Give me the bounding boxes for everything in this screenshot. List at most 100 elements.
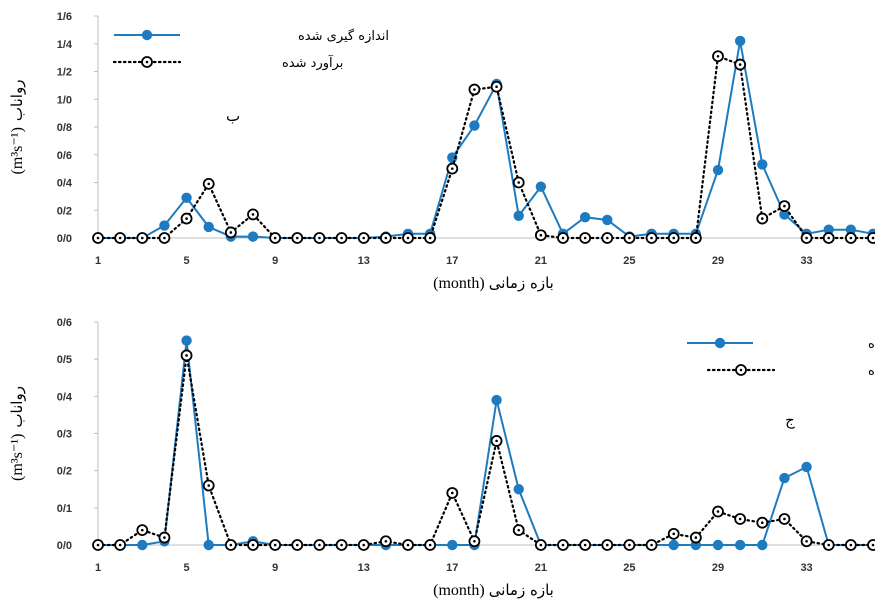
x-tick-label: 21 — [535, 255, 547, 267]
x-tick-label: 1 — [95, 255, 101, 267]
estimated-point-dot — [340, 543, 343, 547]
x-tick-label: 29 — [712, 255, 724, 267]
legend-label: اندازه گیری شده — [298, 28, 389, 44]
estimated-point-dot — [827, 543, 831, 547]
estimated-point-dot — [118, 543, 122, 547]
x-axis-title-text: بازه زمانی — [489, 581, 554, 599]
estimated-point-dot — [716, 510, 720, 513]
estimated-point-dot — [473, 88, 476, 91]
estimated-point-dot — [273, 543, 277, 547]
estimated-point-dot — [650, 236, 653, 240]
x-tick-label: 5 — [184, 562, 190, 574]
estimated-point-dot — [805, 236, 808, 240]
y-tick-label: 0/0 — [57, 233, 72, 245]
estimated-point-dot — [583, 236, 587, 240]
measured-line — [98, 340, 873, 546]
estimated-point-dot — [783, 517, 786, 521]
y-axis-title-text: رواناب — [8, 386, 26, 428]
estimated-point-dot — [605, 543, 609, 547]
legend-estimated-marker-dot — [145, 60, 149, 64]
x-axis-title-unit: (month) — [433, 582, 485, 599]
measured-point — [181, 192, 192, 203]
measured-point — [203, 539, 214, 551]
estimated-point-dot — [229, 231, 233, 234]
series-estimated — [92, 50, 875, 244]
y-tick-label: 0/4 — [57, 178, 73, 190]
estimated-point-dot — [340, 236, 343, 240]
estimated-point-ring — [867, 232, 875, 244]
estimated-point-dot — [406, 236, 410, 240]
series-measured — [92, 335, 875, 551]
estimated-point-dot — [318, 236, 321, 240]
estimated-point-dot — [605, 236, 609, 240]
estimated-point-dot — [672, 236, 676, 240]
x-tick-label: 13 — [358, 562, 370, 574]
estimated-point-dot — [694, 536, 698, 539]
y-axis-title-unit: (m³s⁻¹) — [9, 127, 26, 174]
series-estimated — [92, 349, 875, 551]
estimated-point-dot — [760, 217, 764, 220]
measured-point — [247, 231, 259, 242]
estimated-line — [96, 54, 875, 240]
estimated-point-dot — [561, 543, 565, 547]
measured-point — [513, 210, 524, 221]
estimated-point-dot — [539, 233, 543, 237]
y-tick-label: 1/4 — [57, 39, 73, 51]
measured-point — [602, 214, 613, 226]
legend-label: برآورد شده — [282, 54, 343, 71]
measured-point — [712, 164, 724, 176]
measured-point — [757, 159, 768, 170]
x-tick-label: 17 — [446, 562, 458, 574]
x-tick-label: 25 — [623, 255, 635, 267]
estimated-point-dot — [495, 85, 498, 89]
estimated-line — [96, 355, 875, 547]
legend-estimated-marker-dot — [739, 368, 743, 372]
measured-line — [98, 40, 874, 239]
legend: اندازه گیری شده برآورد شده — [112, 28, 389, 71]
estimated-point-dot — [295, 543, 299, 547]
measured-point — [668, 539, 679, 551]
estimated-point-dot — [251, 213, 255, 216]
x-tick-label: 9 — [272, 562, 278, 574]
x-tick-label: 25 — [623, 562, 635, 574]
estimated-point-dot — [362, 236, 366, 240]
y-axis-title: (m³s⁻¹) رواناب — [8, 386, 26, 481]
chart-panel-2: 0/0 0/1 0/2 0/3 0/4 0/5 0/6 1 5 9 13 17 21 25 29 33 (mon… — [8, 317, 875, 599]
series-measured — [92, 35, 875, 244]
estimated-point-dot — [760, 521, 764, 524]
estimated-point-dot — [694, 236, 698, 240]
x-tick-label: 17 — [446, 255, 458, 267]
y-axis-title-text: رواناب — [8, 80, 26, 122]
estimated-point-dot — [450, 491, 454, 495]
x-axis-title: (month) بازه زمانی — [433, 274, 554, 292]
y-tick-label: 0/0 — [57, 540, 72, 552]
measured-point — [734, 539, 746, 551]
estimated-point-dot — [473, 539, 476, 543]
y-tick-label: 0/4 — [57, 391, 73, 403]
estimated-point-ring — [867, 539, 875, 551]
measured-point — [469, 120, 480, 131]
estimated-point-dot — [251, 543, 255, 547]
estimated-point-dot — [628, 236, 631, 240]
measured-point — [447, 539, 458, 551]
estimated-point-dot — [871, 236, 875, 240]
estimated-point-dot — [561, 236, 565, 240]
y-tick-label: 1/0 — [57, 94, 72, 106]
measured-point — [823, 224, 834, 235]
y-tick-label: 0/8 — [57, 122, 72, 134]
y-tick-label: 0/2 — [57, 466, 72, 478]
y-tick-label: 1/2 — [57, 67, 72, 79]
chart-panel-1: 0/0 0/2 0/4 0/6 0/8 1/0 1/2 1/4 1/6 1 5 9 13 17 21 25 29… — [8, 11, 875, 292]
measured-point — [447, 152, 458, 163]
x-tick-label: 33 — [800, 562, 812, 574]
legend-measured-marker — [141, 29, 153, 41]
estimated-point-dot — [207, 182, 211, 186]
x-tick-label: 1 — [95, 562, 101, 574]
measured-point — [203, 221, 214, 233]
panel-letter: ج — [785, 411, 795, 430]
estimated-point-dot — [450, 167, 454, 170]
y-axis-title-unit: (m³s⁻¹) — [9, 434, 26, 481]
measured-point — [513, 484, 524, 495]
estimated-point-dot — [849, 236, 853, 240]
